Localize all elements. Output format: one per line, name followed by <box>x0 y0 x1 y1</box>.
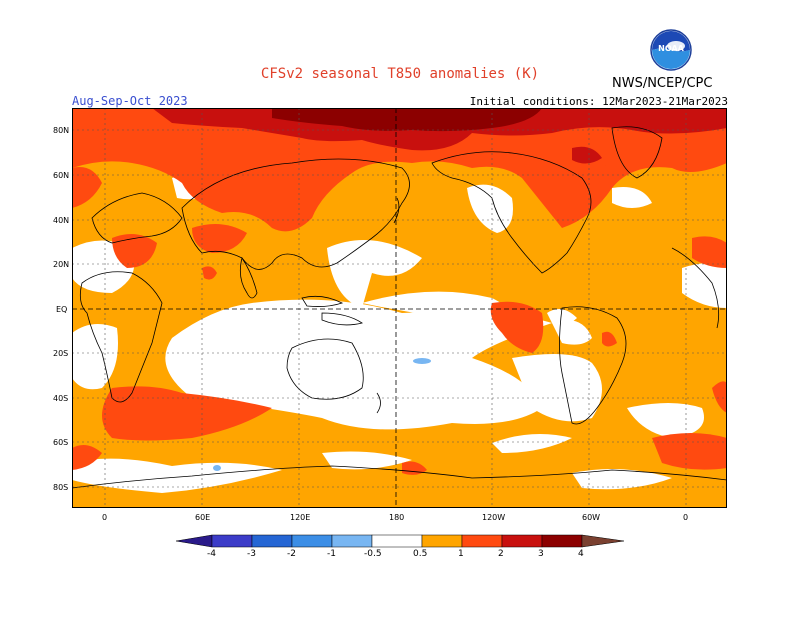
lat-label: 20S <box>53 349 69 358</box>
legend-swatch <box>175 534 213 548</box>
legend-swatch <box>331 534 373 548</box>
legend-swatch <box>291 534 333 548</box>
cool-anomaly-spots <box>213 358 431 471</box>
lon-label: 120E <box>290 513 311 522</box>
lon-label: 180 <box>389 513 405 522</box>
initial-conditions-label: Initial conditions: 12Mar2023-21Mar2023 <box>469 95 728 108</box>
legend-label: -0.5 <box>364 549 382 559</box>
svg-text:NOAA: NOAA <box>658 44 684 53</box>
lat-label: 80S <box>53 483 69 492</box>
legend-swatch <box>461 534 503 548</box>
lon-label: 0 <box>683 513 689 522</box>
lon-label: 0 <box>102 513 108 522</box>
map-title: CFSv2 seasonal T850 anomalies (K) <box>260 66 540 82</box>
equator-dateline <box>72 108 727 508</box>
legend-swatch <box>211 534 253 548</box>
noaa-logo: NOAA <box>650 29 692 71</box>
legend-swatch <box>541 534 583 548</box>
lon-label: 60W <box>582 513 601 522</box>
legend-swatch <box>371 534 423 548</box>
lat-label: 40N <box>53 216 70 225</box>
color-legend <box>172 533 628 549</box>
warm-anomaly-regions <box>72 108 727 475</box>
legend-label: -1 <box>327 549 336 559</box>
coastlines <box>72 126 727 489</box>
legend-swatch <box>581 534 625 548</box>
lat-label: EQ <box>56 305 68 314</box>
lat-label: 60N <box>53 171 70 180</box>
legend-label: -2 <box>287 549 296 559</box>
legend-swatch <box>421 534 463 548</box>
lat-label: 80N <box>53 126 70 135</box>
legend-label: 0.5 <box>413 549 428 559</box>
lat-label: 60S <box>53 438 69 447</box>
lon-label: 120W <box>482 513 506 522</box>
legend-label: -3 <box>247 549 256 559</box>
lat-label: 40S <box>53 394 69 403</box>
agency-label: NWS/NCEP/CPC <box>612 76 713 91</box>
legend-label: 4 <box>578 549 584 559</box>
lat-label: 20N <box>53 260 70 269</box>
legend-label: 1 <box>458 549 464 559</box>
lon-label: 60E <box>195 513 211 522</box>
season-label: Aug-Sep-Oct 2023 <box>72 94 188 108</box>
legend-swatch <box>251 534 293 548</box>
extreme-warm-anomaly-regions <box>272 108 542 132</box>
anomaly-map <box>72 108 727 508</box>
legend-label: -4 <box>207 549 216 559</box>
legend-label: 3 <box>538 549 544 559</box>
graticule <box>72 108 727 508</box>
legend-swatch <box>501 534 543 548</box>
legend-label: 2 <box>498 549 504 559</box>
